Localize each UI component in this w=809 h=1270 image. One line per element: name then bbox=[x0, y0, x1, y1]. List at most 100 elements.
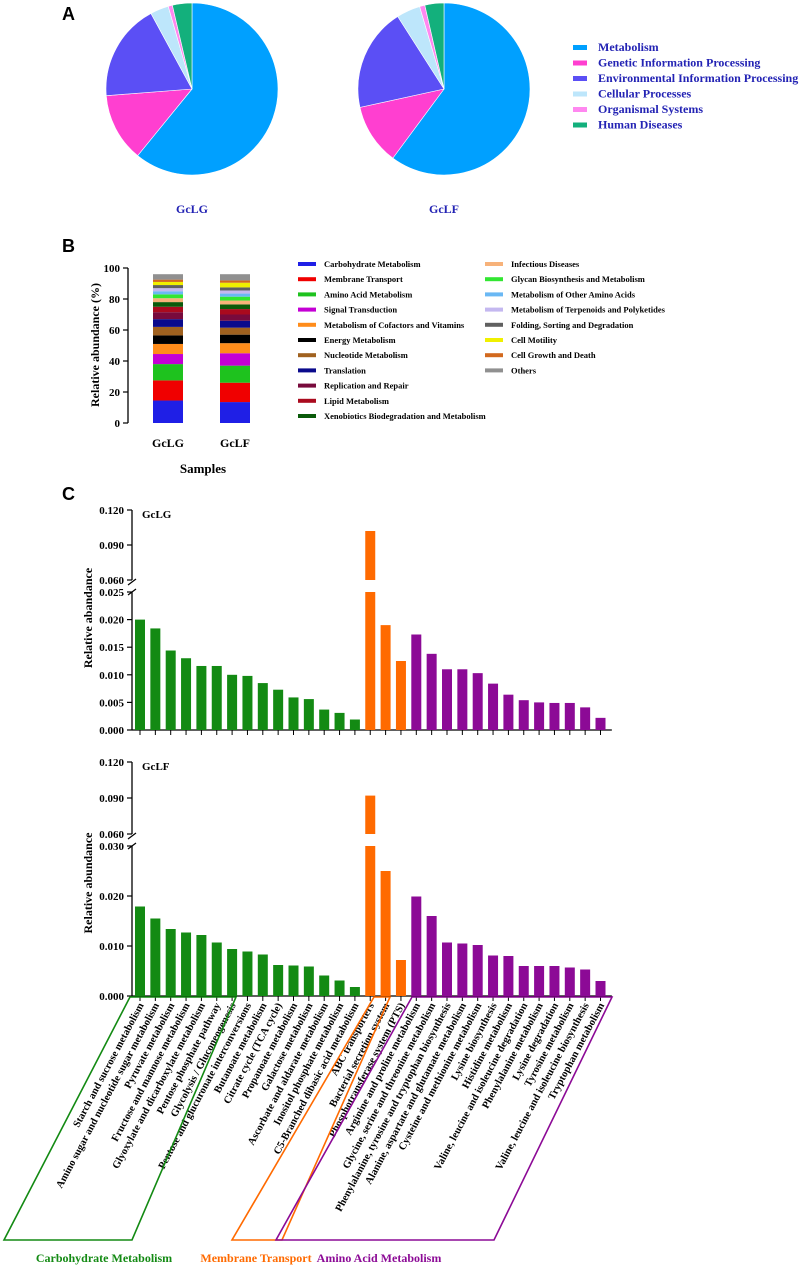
pie-slice bbox=[357, 16, 445, 108]
legend-swatch bbox=[485, 277, 503, 282]
pie-slice bbox=[172, 2, 193, 90]
group-bracket bbox=[274, 996, 614, 1241]
legend-swatch bbox=[573, 91, 587, 97]
legend-label: Replication and Repair bbox=[324, 381, 409, 391]
legend-swatch bbox=[485, 262, 503, 266]
legend-swatch bbox=[485, 368, 503, 373]
legend-swatch bbox=[485, 322, 503, 327]
y-tick-label: 0 bbox=[115, 418, 121, 430]
bar bbox=[196, 935, 207, 996]
legend-label: Cellular Processes bbox=[598, 87, 692, 101]
y-tick-label: 0.120 bbox=[99, 757, 124, 769]
bar bbox=[411, 896, 422, 996]
y-tick-label: 0.010 bbox=[99, 941, 124, 953]
legend-label: Genetic Information Processing bbox=[598, 56, 760, 70]
panel-c-bar-charts: 0.060 0.090 0.120 0.000 0.005 0.010 0.015 0.020… bbox=[2, 505, 614, 1265]
bar bbox=[457, 669, 468, 730]
legend-label: Lipid Metabolism bbox=[324, 396, 389, 406]
stack-segment bbox=[220, 334, 250, 344]
bar bbox=[472, 673, 483, 730]
legend-label: Signal Transduction bbox=[324, 305, 397, 315]
group-label: Amino Acid Metabolism bbox=[317, 1251, 442, 1265]
bar bbox=[242, 675, 253, 730]
legend-swatch bbox=[485, 292, 503, 297]
bar bbox=[319, 975, 330, 996]
stack-segment bbox=[153, 302, 183, 307]
bar bbox=[150, 918, 161, 996]
chart-series-name: GcLG bbox=[142, 509, 172, 521]
legend-label: Metabolism bbox=[598, 40, 659, 54]
bar bbox=[457, 943, 468, 996]
pie-slice bbox=[424, 2, 445, 90]
bar bbox=[242, 951, 253, 996]
legend-label: Others bbox=[511, 365, 537, 375]
bar bbox=[549, 702, 560, 730]
stack-segment bbox=[153, 298, 183, 303]
y-tick-label: 0.020 bbox=[99, 891, 124, 903]
stack-segment bbox=[220, 343, 250, 354]
axis-break-mark bbox=[127, 578, 137, 586]
stack-segment bbox=[220, 353, 250, 366]
legend-label: Energy Metabolism bbox=[324, 335, 396, 345]
bar bbox=[580, 707, 591, 730]
stack-segment bbox=[153, 285, 183, 289]
stack-segment bbox=[220, 293, 250, 297]
y-tick-label: 0.005 bbox=[99, 697, 124, 709]
legend-label: Cell Motility bbox=[511, 335, 558, 345]
legend-swatch bbox=[298, 398, 316, 403]
legend-label: Cell Growth and Death bbox=[511, 350, 596, 360]
bar bbox=[150, 628, 161, 730]
pie-slice bbox=[392, 2, 531, 176]
chart-series-name: GcLF bbox=[142, 761, 170, 773]
y-tick-label: 0.010 bbox=[99, 670, 124, 682]
bar bbox=[165, 929, 176, 996]
legend-label: Nucleotide Metabolism bbox=[324, 350, 408, 360]
legend-swatch bbox=[573, 45, 587, 50]
bar bbox=[334, 712, 345, 730]
stack-segment bbox=[153, 274, 183, 280]
legend-label: Folding, Sorting and Degradation bbox=[511, 320, 634, 330]
legend-label: Carbohydrate Metabolism bbox=[324, 259, 421, 269]
legend-swatch bbox=[298, 277, 316, 282]
y-tick-label: 0.015 bbox=[99, 642, 124, 654]
bar bbox=[349, 987, 360, 996]
bar bbox=[395, 960, 406, 996]
bar bbox=[135, 906, 145, 996]
stack-segment bbox=[153, 279, 183, 282]
stack-segment bbox=[220, 309, 250, 315]
bar bbox=[380, 625, 391, 730]
y-tick-label: 0.090 bbox=[99, 793, 124, 805]
stack-segment bbox=[220, 282, 250, 288]
bar bbox=[181, 932, 192, 996]
stack-segment bbox=[153, 354, 183, 365]
bar bbox=[595, 717, 606, 730]
bar bbox=[288, 965, 299, 996]
bar-lower-part bbox=[365, 592, 376, 730]
legend-label: Amino Acid Metabolism bbox=[324, 289, 412, 299]
legend-swatch bbox=[485, 338, 503, 342]
bar bbox=[211, 665, 222, 730]
legend-label: Glycan Biosynthesis and Metabolism bbox=[511, 274, 645, 284]
legend-label: Human Diseases bbox=[598, 118, 683, 132]
legend-label: Metabolism of Cofactors and Vitamins bbox=[324, 320, 465, 330]
legend-label: Translation bbox=[324, 365, 366, 375]
bar bbox=[395, 661, 406, 730]
bar bbox=[319, 709, 330, 730]
stack-segment bbox=[220, 300, 250, 305]
bar bbox=[257, 683, 268, 730]
x-tick-label: GcLF bbox=[220, 436, 250, 450]
y-tick-label: 60 bbox=[109, 325, 121, 337]
bar bbox=[488, 683, 499, 730]
bar bbox=[273, 689, 284, 730]
legend-swatch bbox=[298, 338, 316, 342]
x-axis-label: Samples bbox=[180, 461, 226, 476]
legend-swatch bbox=[573, 60, 587, 66]
y-tick-label: 0.020 bbox=[99, 615, 124, 627]
bar bbox=[595, 981, 606, 996]
bar bbox=[580, 969, 591, 996]
legend-label: Xenobiotics Biodegradation and Metabolis… bbox=[324, 411, 486, 421]
stack-segment bbox=[153, 294, 183, 299]
legend-swatch bbox=[298, 353, 316, 358]
